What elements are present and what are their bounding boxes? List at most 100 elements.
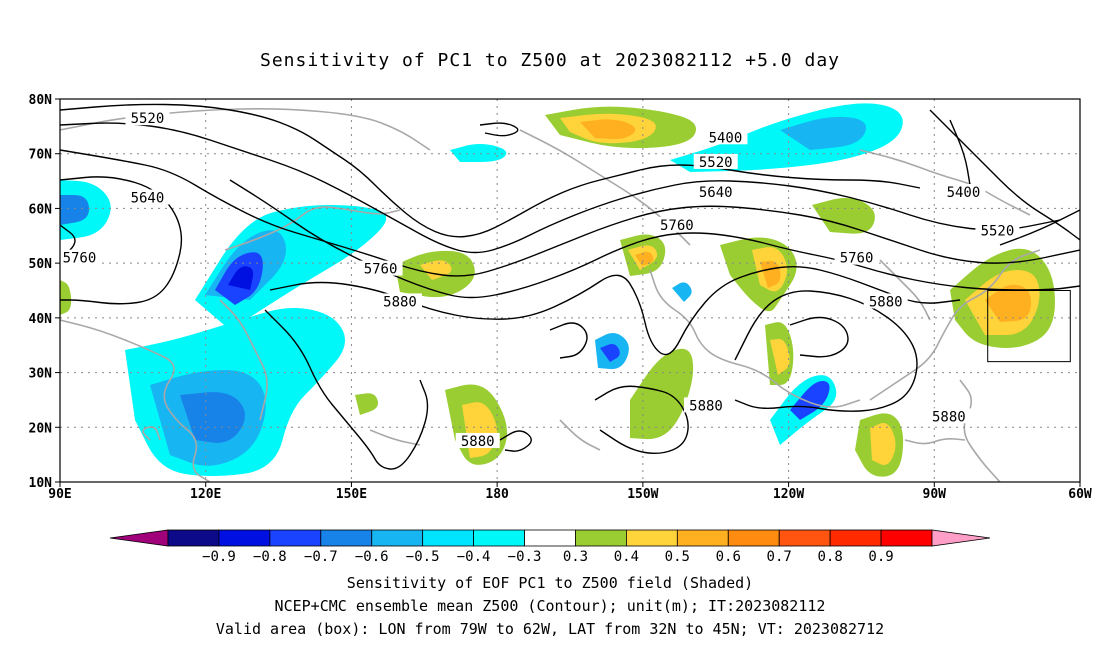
colorbar-label: 0.5 <box>665 549 690 565</box>
lon-tick-label: 120E <box>190 487 221 502</box>
contour-line <box>734 290 918 412</box>
contour-label: 5640 <box>131 190 165 206</box>
coastline <box>559 419 601 451</box>
lon-tick-label: 90W <box>923 487 947 502</box>
colorbar-box <box>218 529 271 547</box>
contour-label: 5520 <box>699 155 733 171</box>
lon-axis: 90E 120E 150E 180 150W 120W 90W 60W <box>48 482 1092 502</box>
contour-label-group: 5520 <box>975 222 1020 239</box>
valid-area-rect <box>987 290 1071 363</box>
colorbar-label: 0.9 <box>868 549 893 565</box>
lat-tick-label: 50N <box>29 257 53 272</box>
gridlines <box>60 99 1080 482</box>
colorbar-label: −0.7 <box>304 549 338 565</box>
contour-line <box>60 176 183 305</box>
lat-tick-label: 70N <box>29 148 53 163</box>
contour-label-group: 5880 <box>684 397 728 414</box>
contour-label: 5520 <box>131 111 165 127</box>
colorbar-label: −0.3 <box>508 549 542 565</box>
contour-label: 5880 <box>689 398 723 414</box>
contour-label: 5880 <box>461 434 495 450</box>
sensitivity-region <box>60 195 90 225</box>
lon-tick-label: 150E <box>336 487 367 502</box>
sensitivity-region <box>180 392 245 443</box>
coastline <box>224 206 401 251</box>
lon-tick-label: 150W <box>627 487 658 502</box>
contour-label-bg <box>654 216 699 232</box>
sensitivity-region <box>770 338 790 375</box>
colorbar-arrow-right <box>931 529 991 547</box>
contour-label-group: 5880 <box>926 408 971 425</box>
contour-label-group: 5520 <box>693 153 738 171</box>
contour-label-group: 5640 <box>693 184 738 201</box>
coastline <box>649 269 861 408</box>
contour-label-bg <box>60 249 102 265</box>
colorbar-box <box>473 529 525 547</box>
colorbar-labels: −0.9 −0.8 −0.7 −0.6 −0.5 −0.4 −0.3 0.3 0.4 0.5 0.6… <box>202 549 894 565</box>
contour-label-group: 5880 <box>378 293 422 310</box>
contour-label: 5400 <box>709 130 743 146</box>
contour-label-bg <box>378 293 422 309</box>
contour-label-group: 5760 <box>358 260 403 278</box>
coastline <box>959 379 1001 482</box>
contour-label-bg <box>693 153 738 169</box>
sensitivity-region <box>228 266 254 290</box>
contour-labels: 5520 5640 5760 5760 5880 5880 5400 5520 5640 5760… <box>60 110 1020 450</box>
contour-label-bg <box>693 184 738 200</box>
contour-label: 5760 <box>364 262 398 278</box>
colorbar-box <box>778 529 831 547</box>
colorbar-label: 0.3 <box>563 549 588 565</box>
contour-label-bg <box>684 397 728 413</box>
colorbar-label: −0.5 <box>406 549 440 565</box>
contour-label: 5640 <box>699 185 733 201</box>
coastline <box>142 426 161 441</box>
lon-tick-label: 60W <box>1068 487 1092 502</box>
contour-label-bg <box>125 110 170 126</box>
colorbar-box <box>676 529 729 547</box>
contour-label-bg <box>125 189 170 205</box>
colorbar-label: 0.7 <box>767 549 792 565</box>
contour-line <box>264 309 429 470</box>
sensitivity-region <box>985 284 1032 322</box>
caption-valid-area: Valid area (box): LON from 79W to 62W, L… <box>215 620 885 638</box>
contour-line <box>479 122 519 137</box>
sensitivity-region <box>790 380 830 420</box>
colorbar-label: 0.6 <box>716 549 741 565</box>
coastline <box>219 299 268 421</box>
contour-line <box>929 109 1080 241</box>
contour-label-group: 5640 <box>125 189 170 206</box>
sensitivity-region <box>580 119 636 140</box>
lat-tick-label: 30N <box>29 367 53 382</box>
sensitivity-region <box>60 280 72 315</box>
contour-line <box>949 119 971 186</box>
contour-label-bg <box>455 432 500 448</box>
colorbar-box <box>269 529 322 547</box>
contour-line <box>499 430 532 452</box>
contour-label-bg <box>863 293 908 309</box>
sensitivity-region <box>355 393 378 415</box>
lat-tick-label: 60N <box>29 202 53 217</box>
coastline <box>60 107 431 151</box>
contour-label-bg <box>834 249 879 265</box>
lat-tick-label: 80N <box>29 93 53 108</box>
lon-tick-label: 180 <box>485 487 509 502</box>
coastline <box>869 249 1041 401</box>
contour-label-bg <box>358 260 403 276</box>
colorbar-box <box>371 529 424 547</box>
contour-label: 5520 <box>981 223 1015 239</box>
contour-label: 5880 <box>869 294 903 310</box>
colorbar <box>109 529 991 547</box>
colorbar-label: −0.9 <box>202 549 236 565</box>
contour-label-group: 5400 <box>941 184 986 201</box>
colorbar-box <box>422 529 474 547</box>
colorbar-box <box>575 529 627 547</box>
lon-tick-label: 90E <box>48 487 71 502</box>
lat-axis: 80N 70N 60N 50N 40N 30N 20N 10N <box>29 93 60 491</box>
valid-area-box <box>987 290 1071 363</box>
coastline <box>879 259 931 321</box>
contour-label-group: 5520 <box>125 110 170 127</box>
contour-line <box>60 149 1080 277</box>
contour-label-group: 5760 <box>60 249 102 267</box>
coastline <box>859 149 1031 216</box>
